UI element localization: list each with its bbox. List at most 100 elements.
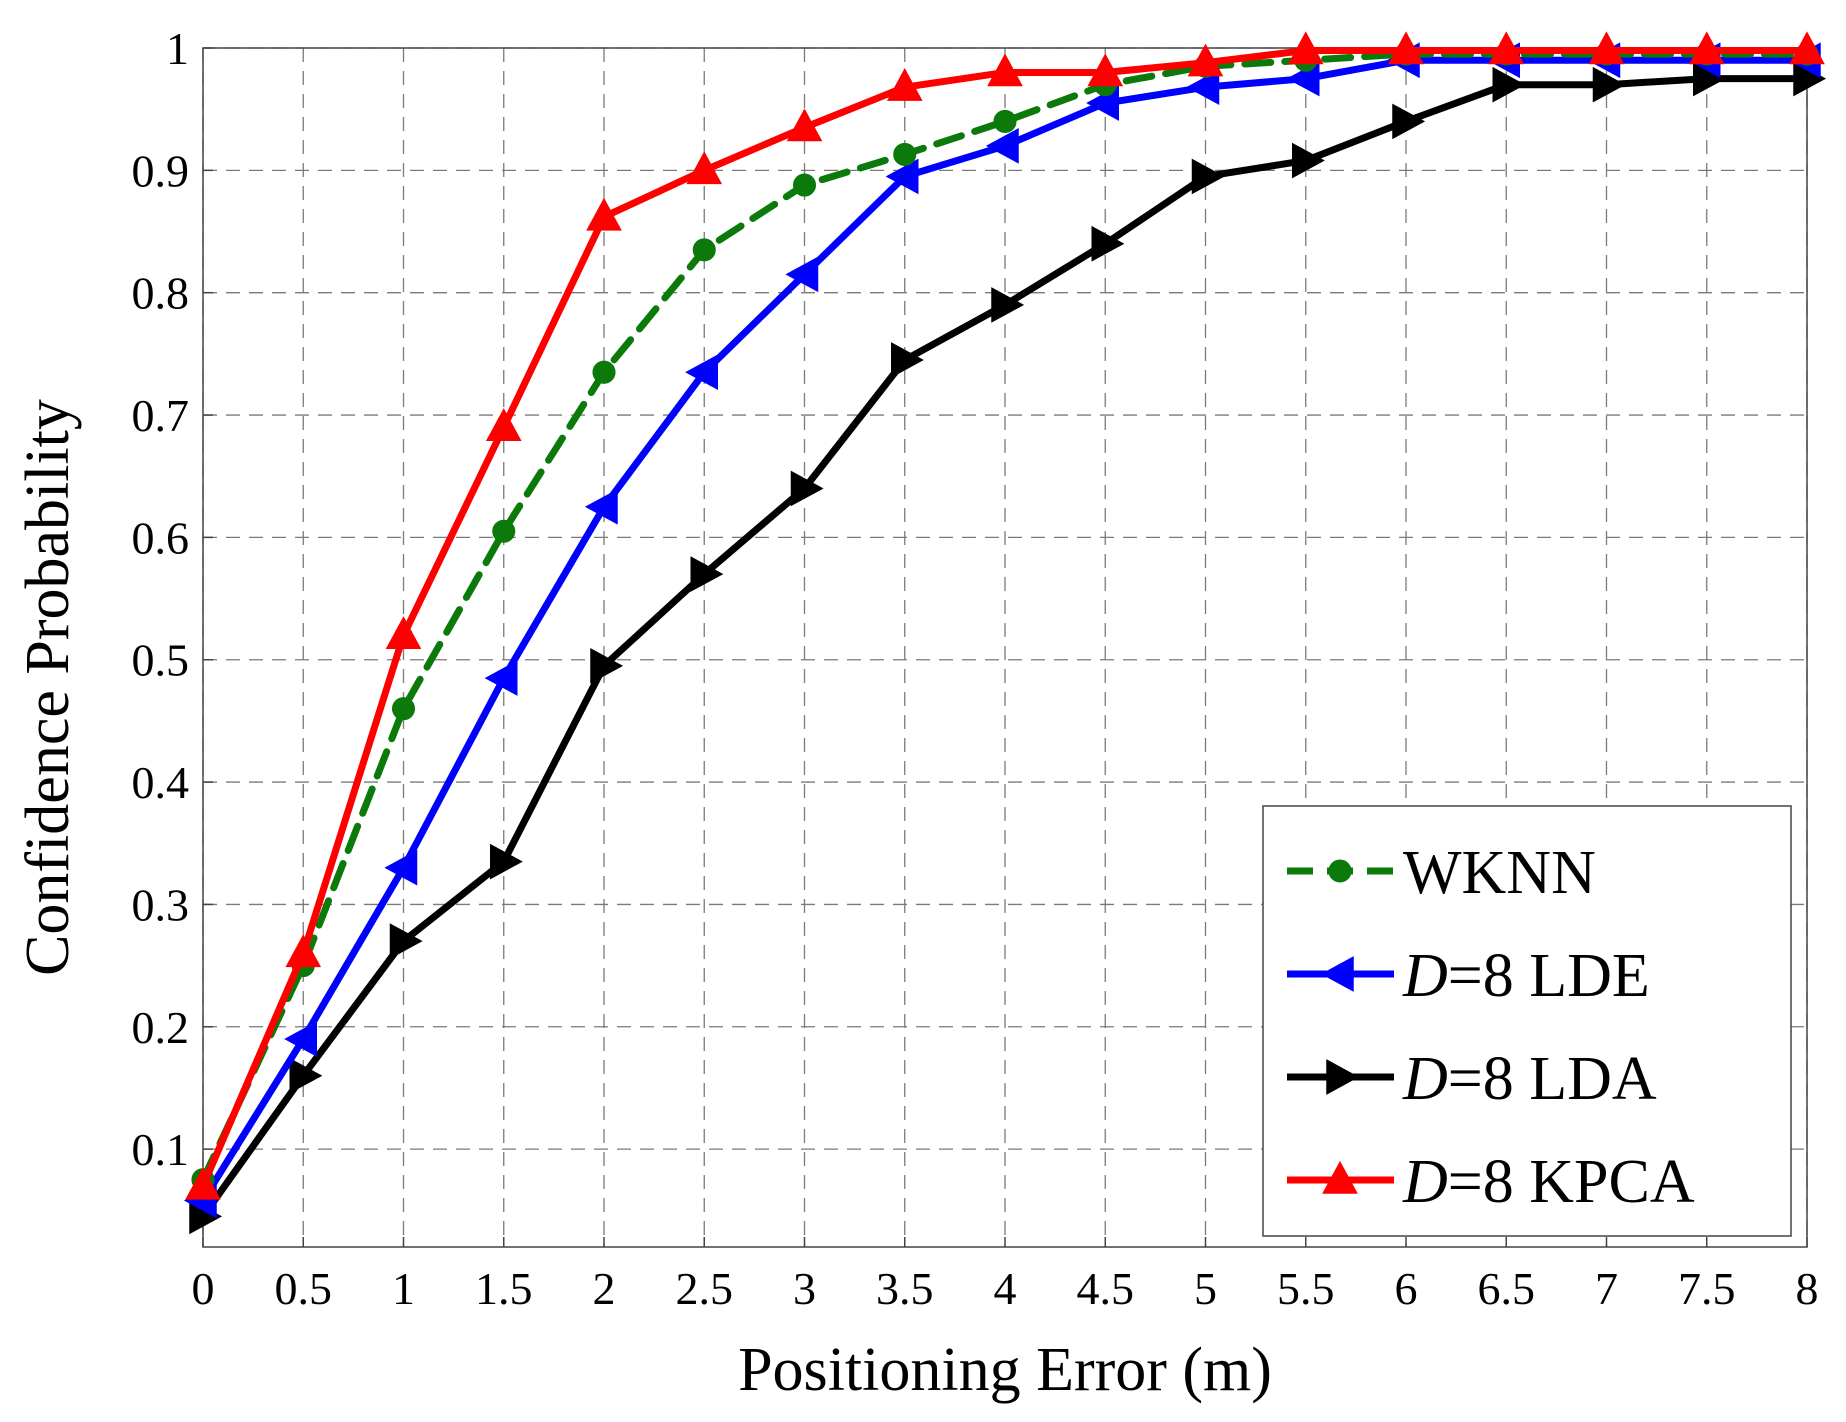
data-point: [1187, 43, 1224, 77]
data-point: [586, 197, 622, 231]
x-tick-label: 0.5: [275, 1263, 333, 1314]
y-axis-ticks: 0.1 0.2 0.3 0.4 0.5 0.6 0.7 0.8 0.9 1: [132, 23, 213, 1175]
data-point: [1789, 31, 1825, 65]
legend-marker: [1328, 859, 1352, 883]
y-tick-label: 0.1: [132, 1124, 190, 1175]
x-tick-label: 4: [994, 1263, 1017, 1314]
data-point: [1592, 66, 1626, 103]
data-point: [692, 238, 716, 262]
data-point: [1392, 103, 1426, 140]
data-point: [592, 360, 616, 384]
data-point: [991, 287, 1025, 323]
y-tick-label: 0.2: [132, 1002, 190, 1053]
data-point: [1186, 69, 1220, 105]
legend-marker: [1322, 1160, 1358, 1194]
legend-label-text: =8 LDA: [1448, 1045, 1657, 1113]
x-tick-label: 6.5: [1478, 1263, 1536, 1314]
data-point: [686, 151, 723, 185]
data-point: [389, 923, 423, 959]
data-point: [1191, 158, 1225, 195]
legend-label-variable: D: [1402, 1045, 1448, 1113]
x-tick-label: 1: [392, 1263, 415, 1314]
data-point: [785, 256, 819, 293]
legend-marker: [1320, 956, 1354, 992]
legend-item: D=8 KPCA: [1287, 1148, 1695, 1216]
x-tick-label: 7: [1595, 1263, 1618, 1314]
legend-item: D=8 LDA: [1287, 1045, 1657, 1113]
legend-label-text: WKNN: [1403, 839, 1596, 907]
series-d-8-lda: [189, 60, 1827, 1235]
data-point: [492, 519, 516, 543]
x-axis-title: Positioning Error (m): [738, 1336, 1272, 1404]
data-point: [385, 616, 422, 650]
data-point: [584, 488, 618, 525]
y-tick-label: 1: [166, 23, 189, 74]
x-tick-label: 8: [1796, 1263, 1819, 1314]
data-point: [893, 142, 917, 166]
legend-label-text: =8 KPCA: [1448, 1148, 1695, 1216]
y-axis-title: Confidence Probability: [14, 399, 82, 976]
y-tick-label: 0.5: [132, 635, 190, 686]
y-tick-label: 0.8: [132, 268, 190, 319]
y-tick-label: 0.7: [132, 390, 190, 441]
x-axis-ticks: 0 0.5 1 1.5 2 2.5 3 3.5 4 4.5 5 5.5 6 6.5 7 7.5 8: [192, 1237, 1819, 1314]
data-point: [792, 173, 817, 197]
data-point: [485, 408, 522, 442]
data-point: [993, 109, 1017, 133]
data-point: [590, 648, 624, 684]
data-point: [384, 849, 418, 886]
y-tick-label: 0.6: [132, 512, 190, 563]
x-tick-label: 6: [1395, 1263, 1418, 1314]
data-point: [289, 1057, 323, 1094]
y-tick-label: 0.4: [132, 757, 190, 808]
data-point: [987, 53, 1023, 87]
x-tick-label: 1.5: [475, 1263, 533, 1314]
data-point: [885, 158, 919, 195]
series-line: [199, 50, 1811, 1184]
data-point: [391, 697, 416, 721]
y-tick-label: 0.3: [132, 879, 190, 930]
legend-label-variable: D: [1402, 942, 1448, 1010]
data-point: [284, 1021, 317, 1057]
data-point: [985, 128, 1019, 164]
legend-label-variable: D: [1402, 1148, 1448, 1216]
legend-item: WKNN: [1287, 839, 1596, 907]
data-point: [790, 470, 824, 507]
data-point: [1492, 66, 1526, 103]
data-point: [685, 354, 718, 391]
x-tick-label: 2.5: [676, 1263, 734, 1314]
data-point: [185, 1166, 221, 1200]
x-tick-label: 4.5: [1077, 1263, 1135, 1314]
data-point: [1292, 142, 1325, 179]
data-point: [1287, 31, 1324, 65]
data-point: [490, 843, 523, 880]
data-point: [484, 660, 518, 696]
data-point: [891, 342, 924, 378]
legend-label: WKNN: [1403, 839, 1596, 907]
y-tick-label: 0.9: [132, 145, 190, 196]
x-tick-label: 3.5: [876, 1263, 934, 1314]
data-point: [1488, 31, 1525, 65]
legend-box: [1262, 805, 1792, 1237]
series-d-8-kpca: [185, 31, 1825, 1200]
data-point: [1688, 31, 1725, 65]
legend-marker: [1326, 1059, 1360, 1095]
data-point: [886, 68, 923, 101]
data-point: [786, 108, 823, 142]
legend-label: D=8 LDA: [1402, 1045, 1657, 1113]
x-tick-label: 7.5: [1678, 1263, 1736, 1314]
legend-label: D=8 LDE: [1402, 942, 1650, 1010]
legend-item: D=8 LDE: [1287, 942, 1650, 1010]
x-tick-label: 3: [793, 1263, 816, 1314]
legend-label-text: =8 LDE: [1448, 942, 1650, 1010]
data-point: [1091, 225, 1125, 262]
legend-label: D=8 KPCA: [1402, 1148, 1695, 1216]
x-tick-label: 0: [192, 1263, 215, 1314]
x-tick-label: 5.5: [1277, 1263, 1335, 1314]
data-point: [285, 934, 322, 968]
series-layer: [183, 31, 1827, 1235]
x-tick-label: 2: [593, 1263, 616, 1314]
data-point: [690, 556, 724, 592]
